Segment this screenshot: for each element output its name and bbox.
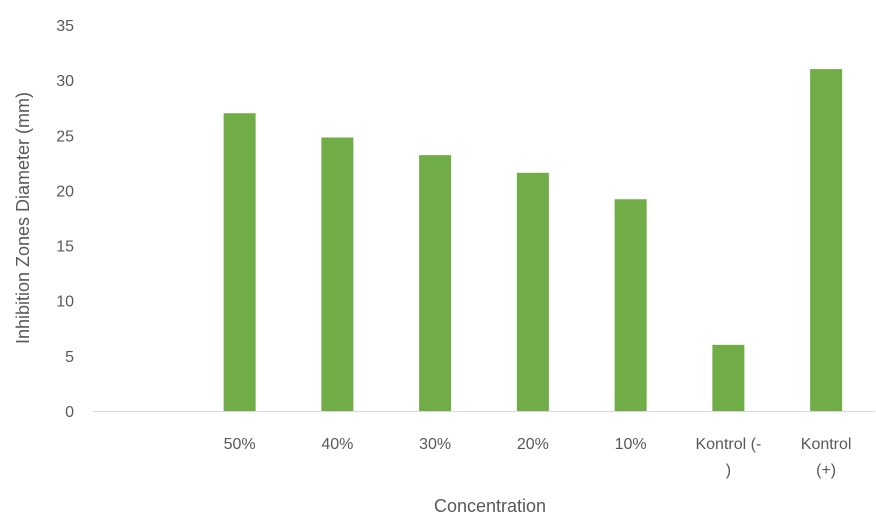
x-tick-label: Kontrol (+) — [801, 436, 852, 479]
x-tick-label: 30% — [419, 436, 451, 453]
bar — [614, 199, 647, 411]
y-tick-label: 15 — [56, 239, 74, 256]
bars — [223, 69, 843, 411]
bar — [321, 137, 354, 411]
x-tick-label: 20% — [517, 436, 549, 453]
y-tick-label: 30 — [56, 73, 74, 90]
x-tick-label: Kontrol (-) — [695, 436, 761, 479]
bar — [516, 172, 549, 411]
y-tick-label: 35 — [56, 18, 74, 35]
bar — [810, 69, 843, 411]
y-axis-ticks: 0 5 10 15 20 25 30 35 — [56, 18, 74, 421]
y-tick-label: 5 — [65, 349, 74, 366]
y-tick-label: 0 — [65, 404, 74, 421]
bar — [712, 344, 745, 411]
x-tick-label: 50% — [224, 436, 256, 453]
y-tick-label: 20 — [56, 183, 74, 200]
bar — [223, 113, 256, 411]
y-tick-label: 10 — [56, 294, 74, 311]
bar — [419, 155, 452, 411]
y-tick-label: 25 — [56, 128, 74, 145]
x-axis-title: Concentration — [434, 496, 546, 516]
x-tick-label: 10% — [615, 436, 647, 453]
x-tick-label: 40% — [321, 436, 353, 453]
x-axis-ticks: 50% 40% 30% 20% 10% Kontrol (-) Kontrol (+) — [224, 436, 852, 479]
y-axis-title: Inhibition Zones Diameter (mm) — [13, 92, 33, 344]
